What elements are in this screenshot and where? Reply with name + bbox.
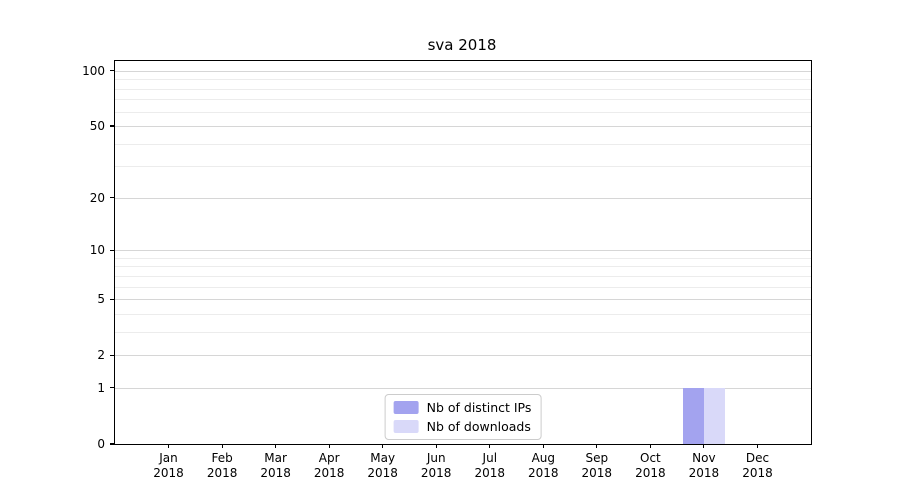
major-gridline — [115, 355, 811, 357]
major-gridline — [115, 197, 811, 199]
y-tick-mark — [110, 443, 114, 445]
minor-gridline — [115, 79, 811, 81]
x-tick-label-line: Nov — [692, 451, 716, 465]
x-tick-label-line: Dec — [745, 451, 770, 465]
legend-item: Nb of downloads — [393, 419, 532, 434]
x-tick-label-line: 2018 — [153, 466, 184, 480]
x-tick-label-line: Feb — [211, 451, 233, 465]
minor-gridline — [115, 166, 811, 168]
major-gridline — [115, 126, 811, 127]
legend-item: Nb of distinct IPs — [393, 400, 532, 415]
x-tick-label: Aug 2018 — [513, 451, 573, 481]
x-tick-label: Jun 2018 — [406, 451, 466, 481]
x-tick-label-line: 2018 — [688, 466, 720, 480]
x-tick-mark — [328, 444, 330, 448]
x-tick-label-line: Oct — [640, 451, 661, 465]
y-tick-label: 5 — [97, 292, 105, 307]
x-tick-label-line: 2018 — [313, 466, 345, 480]
minor-gridline — [115, 88, 811, 90]
x-tick-label: Mar 2018 — [246, 451, 306, 481]
y-tick-label: 10 — [89, 243, 105, 258]
x-tick-label: Jan 2018 — [139, 451, 199, 481]
x-tick-label: Nov 2018 — [674, 451, 734, 481]
x-tick-mark — [221, 444, 223, 448]
y-tick-label: 50 — [89, 119, 105, 133]
x-tick-mark — [167, 444, 170, 448]
x-tick-label-line: Jan — [159, 451, 178, 465]
y-tick-mark — [110, 387, 114, 389]
legend-label: Nb of downloads — [426, 419, 531, 434]
legend-swatch — [393, 420, 419, 433]
x-tick-mark — [435, 444, 437, 448]
minor-gridline — [115, 143, 811, 145]
major-gridline — [115, 250, 811, 252]
x-tick-label-line: 2018 — [742, 466, 773, 480]
bar-nb-of-downloads — [703, 387, 726, 444]
x-tick-label-line: May — [370, 451, 396, 465]
x-tick-label: Feb 2018 — [192, 451, 252, 481]
major-gridline — [115, 70, 811, 72]
x-tick-label: May 2018 — [353, 451, 413, 481]
legend-swatch — [393, 401, 419, 414]
x-tick-label-line: 2018 — [581, 466, 613, 480]
minor-gridline — [115, 331, 811, 333]
x-tick-label: Oct 2018 — [620, 451, 680, 481]
x-tick-mark — [649, 444, 651, 448]
x-tick-mark — [756, 444, 759, 448]
y-tick-mark — [110, 249, 114, 251]
major-gridline — [115, 387, 811, 389]
y-tick-mark — [110, 298, 114, 300]
y-tick-mark — [110, 354, 114, 356]
x-tick-label-line: 2018 — [420, 466, 452, 480]
bar-nb-of-distinct-ips — [682, 387, 704, 444]
x-tick-label-line: Jul — [482, 451, 498, 465]
x-tick-label: Apr 2018 — [299, 451, 359, 481]
minor-gridline — [115, 313, 811, 315]
y-tick-label: 20 — [89, 190, 105, 205]
y-tick-label: 2 — [97, 348, 105, 363]
plot-area: Nb of distinct IPs Nb of downloads 0 1 2 5 10… — [82, 60, 812, 480]
y-tick-label: 0 — [97, 437, 105, 451]
x-tick-mark — [382, 444, 384, 448]
x-tick-label-line: 2018 — [474, 466, 506, 480]
minor-gridline — [115, 257, 811, 259]
legend: Nb of distinct IPs Nb of downloads — [384, 394, 542, 440]
x-tick-mark — [489, 444, 491, 448]
y-tick-mark — [110, 70, 114, 72]
y-tick-label: 100 — [82, 63, 105, 78]
legend-label: Nb of distinct IPs — [426, 400, 532, 415]
x-tick-mark — [542, 444, 544, 448]
minor-gridline — [115, 111, 811, 113]
x-tick-label-line: Jun — [426, 451, 446, 465]
minor-gridline — [115, 99, 811, 101]
x-tick-label-line: 2018 — [367, 466, 398, 480]
x-tick-label-line: Aug — [531, 451, 556, 465]
x-tick-label-line: Sep — [585, 451, 609, 465]
x-tick-label: Dec 2018 — [728, 451, 788, 481]
minor-gridline — [115, 266, 811, 268]
x-tick-label-line: 2018 — [528, 466, 559, 480]
x-tick-mark — [275, 444, 277, 448]
x-tick-mark — [596, 444, 598, 448]
x-tick-label-line: Mar — [264, 451, 287, 465]
major-gridline — [115, 299, 811, 301]
x-tick-label: Jul 2018 — [460, 451, 520, 481]
x-tick-mark — [703, 444, 705, 448]
x-tick-label: Sep 2018 — [567, 451, 627, 481]
x-tick-label-line: Apr — [318, 451, 340, 465]
y-tick-mark — [110, 125, 114, 127]
y-tick-label: 1 — [97, 380, 105, 395]
x-tick-label-line: 2018 — [635, 466, 666, 480]
chart-title: sva 2018 — [427, 36, 497, 54]
minor-gridline — [115, 275, 811, 277]
minor-gridline — [115, 286, 811, 288]
x-tick-label-line: 2018 — [206, 466, 238, 480]
y-tick-mark — [110, 197, 114, 199]
x-tick-label-line: 2018 — [260, 466, 291, 480]
